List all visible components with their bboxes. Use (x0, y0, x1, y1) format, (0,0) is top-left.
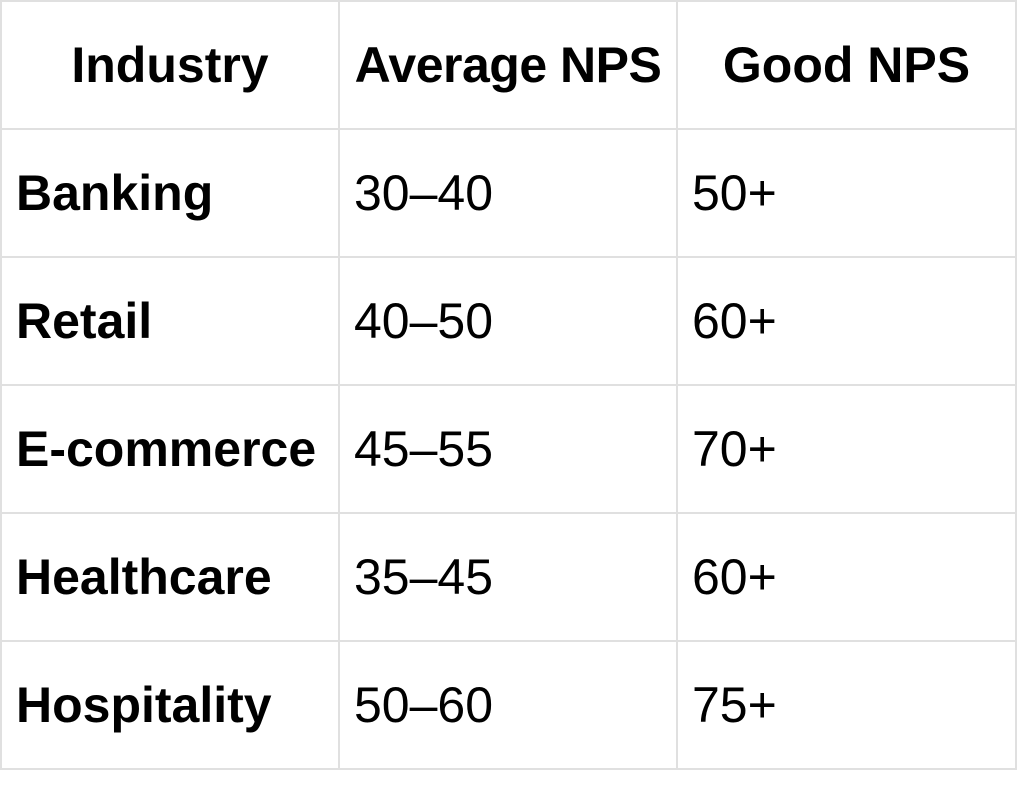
average-nps-cell: 30–40 (338, 128, 678, 258)
average-nps-cell: 35–45 (338, 512, 678, 642)
column-header-average-nps: Average NPS (338, 0, 678, 130)
industry-cell: Healthcare (0, 512, 340, 642)
table-row: E-commerce 45–55 70+ (0, 384, 1017, 514)
good-nps-cell: 60+ (676, 512, 1017, 642)
average-nps-cell: 40–50 (338, 256, 678, 386)
table-row: Hospitality 50–60 75+ (0, 640, 1017, 770)
industry-cell: Retail (0, 256, 340, 386)
table-row: Healthcare 35–45 60+ (0, 512, 1017, 642)
table-row: Banking 30–40 50+ (0, 128, 1017, 258)
good-nps-cell: 60+ (676, 256, 1017, 386)
column-header-good-nps: Good NPS (676, 0, 1017, 130)
industry-cell: Hospitality (0, 640, 340, 770)
industry-cell: Banking (0, 128, 340, 258)
good-nps-cell: 75+ (676, 640, 1017, 770)
column-header-industry: Industry (0, 0, 340, 130)
average-nps-cell: 50–60 (338, 640, 678, 770)
good-nps-cell: 50+ (676, 128, 1017, 258)
industry-cell: E-commerce (0, 384, 340, 514)
table-header-row: Industry Average NPS Good NPS (0, 0, 1017, 130)
nps-benchmark-table: Industry Average NPS Good NPS Banking 30… (0, 0, 1017, 770)
table-row: Retail 40–50 60+ (0, 256, 1017, 386)
good-nps-cell: 70+ (676, 384, 1017, 514)
average-nps-cell: 45–55 (338, 384, 678, 514)
